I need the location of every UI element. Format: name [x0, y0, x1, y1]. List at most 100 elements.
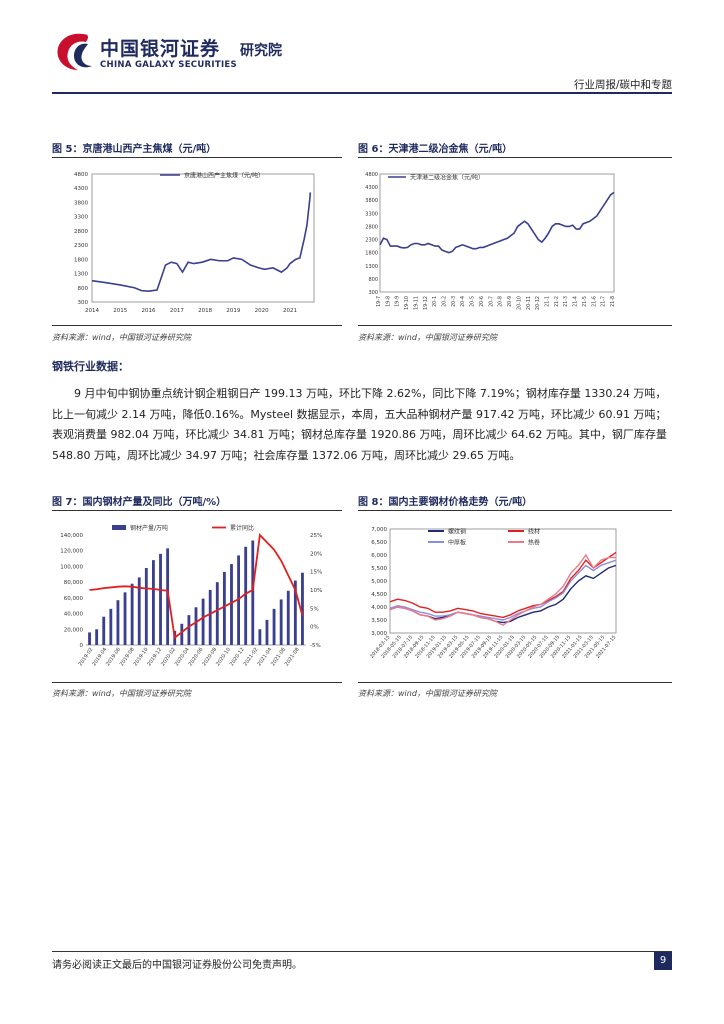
report-type: 行业周报/碳中和专题: [573, 79, 672, 91]
bar: [194, 607, 198, 645]
y-tick-label: 6,000: [371, 553, 387, 559]
x-tick-label: 19-11: [413, 296, 419, 310]
legend-label: 中厚板: [448, 539, 466, 547]
legend-label: 线材: [528, 528, 540, 536]
y-tick-label: 1800: [74, 257, 88, 263]
bar: [272, 608, 276, 645]
x-tick-label: 20-6: [479, 296, 485, 307]
figure-7-title: 图 7：国内钢材产量及同比（万吨/%）: [52, 497, 227, 508]
figure-6-top-rule: [358, 157, 672, 158]
figure-5-title: 图 5：京唐港山西产主焦煤（元/吨）: [52, 144, 217, 155]
y-tick-label: 40,000: [64, 612, 84, 618]
figure-8-bottom-rule: [358, 682, 672, 683]
figure-6-title: 图 6：天津港二级冶金焦（元/吨）: [358, 144, 513, 155]
x-tick-label: 21-7: [601, 296, 607, 307]
figure-6-bottom-rule: [358, 325, 672, 326]
y-tick-label: 4300: [74, 186, 88, 192]
y-tick-label: 3,000: [371, 631, 387, 637]
x-tick-label: 20-1: [432, 296, 438, 307]
bar: [258, 629, 262, 645]
figure-8-source: 资料来源：wind，中国银河证券研究院: [358, 689, 497, 698]
x-tick-label: 19-7: [376, 296, 382, 307]
y-tick-label: 100,000: [60, 564, 83, 570]
legend-label: 京唐港山西产主焦煤（元/吨）: [184, 172, 264, 180]
bar: [95, 629, 99, 645]
institute-name: 研究院: [240, 43, 282, 59]
y-tick-label: 5,000: [371, 579, 387, 585]
y-tick-label: 3300: [365, 211, 378, 217]
legend-label: 累计同比: [230, 524, 254, 532]
y-tick-label: 4,500: [371, 592, 387, 598]
y-tick-label: 800: [78, 286, 89, 292]
bar: [109, 608, 113, 645]
y2-tick-label: 5%: [310, 606, 319, 612]
x-tick-label: 20-2: [442, 296, 448, 307]
body-paragraph: 9 月中旬中钢协重点统计钢企粗钢日产 199.13 万吨，环比下降 2.62%，…: [52, 387, 667, 462]
bar: [293, 580, 297, 645]
y2-tick-label: 15%: [310, 570, 322, 576]
x-tick-label: 2016: [142, 308, 156, 314]
x-tick-label: 2020: [255, 308, 269, 314]
y-tick-label: 4300: [365, 185, 378, 191]
x-tick-label: 2019: [226, 308, 240, 314]
x-tick-label: 21-6: [591, 296, 597, 307]
y-tick-label: 4800: [365, 172, 378, 178]
figure-7-bottom-rule: [52, 682, 342, 683]
y-tick-label: 120,000: [60, 549, 83, 555]
figure-8-top-rule: [358, 510, 672, 511]
footer-disclaimer: 请务必阅读正文最后的中国银河证券股份公司免责声明。: [52, 960, 302, 971]
x-tick-label: 21-3: [563, 296, 569, 307]
legend-swatch: [112, 525, 126, 530]
header-divider: [52, 92, 672, 94]
figure-8-svg: 7,000 6,500 6,000 5,500 5,000 4,500 4,000 3,500…: [369, 527, 618, 660]
bar: [215, 582, 219, 645]
figure-5-source: 资料来源：wind，中国银河证券研究院: [52, 333, 191, 342]
series-line: [389, 553, 616, 627]
figure-8-title: 图 8：国内主要钢材价格走势（元/吨）: [358, 497, 533, 508]
bar: [137, 577, 141, 645]
legend-label: 螺纹钢: [448, 528, 466, 536]
bar: [123, 592, 127, 645]
bar: [279, 599, 283, 645]
body-text: 9 月中旬中钢协重点统计钢企粗钢日产 199.13 万吨，环比下降 2.62%，…: [52, 384, 672, 466]
y-tick-label: 4,000: [371, 605, 387, 611]
y-tick-label: 300: [78, 300, 89, 306]
figure-6-svg: 4800430038003300280023001800130080030019…: [365, 172, 616, 310]
bar: [237, 555, 240, 645]
y-tick-label: 800: [368, 277, 378, 283]
x-tick-label: 21-2: [554, 296, 560, 307]
galaxy-logo-icon: [57, 33, 92, 70]
series-line: [389, 551, 617, 619]
x-tick-label: 2014: [85, 308, 99, 314]
x-tick-label: 19-10: [404, 296, 410, 310]
y-tick-label: 1300: [74, 272, 88, 278]
y-tick-label: 5,500: [371, 566, 387, 572]
x-tick-label: 20-5: [470, 296, 476, 307]
x-tick-label: 21-8: [610, 296, 616, 307]
x-tick-label: 20-3: [451, 296, 457, 307]
y-tick-label: 1800: [365, 251, 378, 257]
bar: [286, 590, 290, 645]
x-tick-label: 20-4: [460, 296, 466, 307]
x-tick-label: 2017: [170, 308, 184, 314]
bar: [244, 546, 248, 645]
bar: [301, 572, 304, 645]
y-tick-label: 140,000: [60, 533, 83, 539]
legend-label: 钢材产量/万吨: [130, 524, 168, 532]
section-heading: 钢铁行业数据：: [52, 360, 129, 373]
x-tick-label: 20-7: [488, 296, 494, 307]
bar: [251, 540, 255, 645]
figure-5-top-rule: [52, 157, 342, 158]
series-line: [389, 564, 617, 624]
plot-frame: [379, 173, 615, 293]
y-tick-label: 80,000: [64, 580, 84, 586]
x-tick-label: 19-12: [423, 296, 429, 310]
x-tick-label: 2021: [283, 308, 297, 314]
x-tick-label: 20-12: [535, 296, 541, 310]
y-tick-label: 4800: [74, 172, 88, 178]
plot-frame: [91, 173, 315, 303]
footer-divider: [52, 951, 672, 952]
y-tick-label: 3,500: [371, 618, 387, 624]
bar: [88, 632, 91, 645]
bar: [208, 590, 212, 645]
